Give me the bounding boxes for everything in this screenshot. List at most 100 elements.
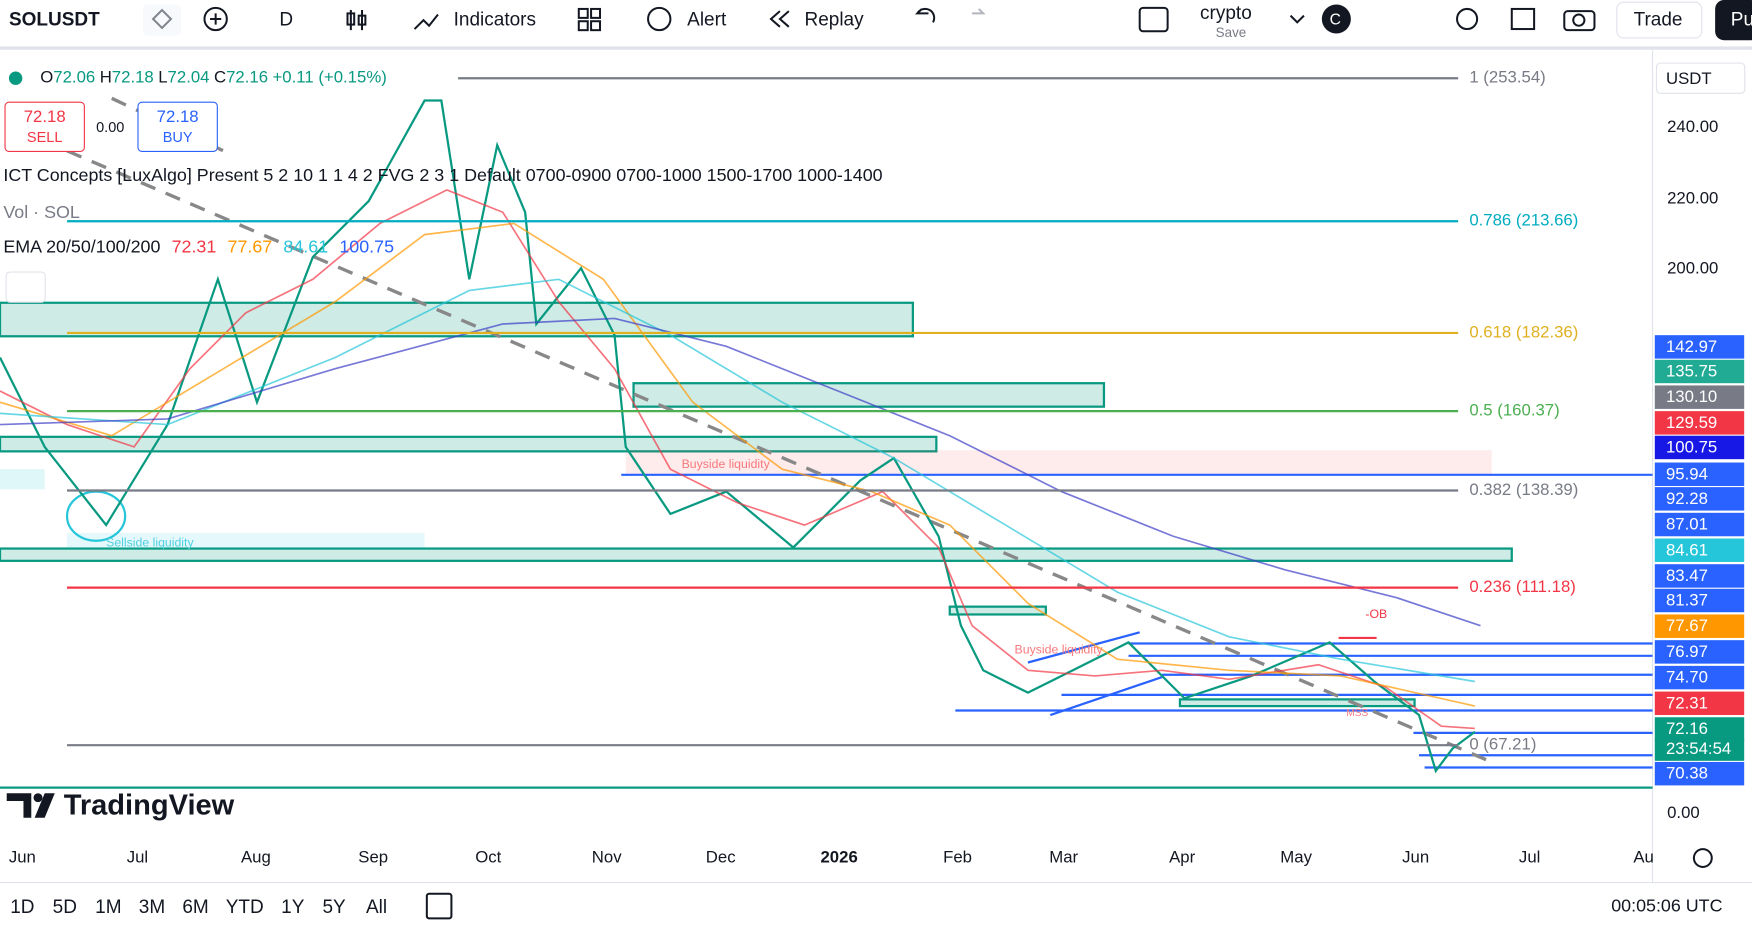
price-tag: 92.28	[1654, 487, 1745, 511]
time-tick-label: Jun	[1402, 847, 1430, 867]
range-button[interactable]: 5Y	[322, 896, 346, 918]
ohlc-key: O	[40, 68, 54, 88]
price-tag: 83.47	[1654, 564, 1745, 588]
annotation: Sellside liquidity	[106, 536, 194, 550]
price-tag: 142.97	[1654, 335, 1745, 359]
time-tick-label: Aug	[240, 847, 271, 867]
price-tag: 135.75	[1654, 359, 1745, 384]
fib-label: 1 (253.54)	[1469, 68, 1546, 88]
price-tick-label: 0.00	[1667, 803, 1700, 823]
fib-label: 0.618 (182.36)	[1469, 322, 1579, 342]
buy-button-price: 72.18	[156, 107, 199, 127]
ema-value: 100.75	[339, 237, 395, 257]
price-tag: 129.59	[1654, 411, 1745, 435]
currency-select[interactable]: USDT	[1655, 62, 1746, 94]
ohlc-value: 72.06	[53, 68, 96, 88]
range-button[interactable]: 5D	[52, 896, 77, 918]
time-tick-label: Mar	[1049, 847, 1079, 867]
tv-logo	[6, 793, 55, 818]
buy-button-label: BUY	[162, 128, 193, 146]
fib-label: 0.786 (213.66)	[1469, 211, 1579, 231]
toolbar-interval[interactable]: D	[279, 8, 294, 31]
range-button[interactable]: 3M	[138, 896, 166, 918]
brand: TradingView	[63, 787, 235, 822]
ohlc-value: 72.16	[226, 68, 269, 88]
range-button[interactable]: 6M	[182, 896, 209, 918]
fib-label: 0 (67.21)	[1469, 735, 1537, 755]
time-tick-label: Sep	[358, 847, 389, 867]
buy-button[interactable]: 72.18 BUY	[137, 101, 218, 152]
range-button[interactable]: 1D	[10, 896, 35, 918]
range-button[interactable]: 1Y	[281, 896, 305, 918]
range-button[interactable]: All	[365, 896, 388, 918]
sell-button-label: SELL	[26, 128, 63, 146]
countdown: 23:54:54	[1654, 738, 1745, 761]
time-tick-label: Oct	[475, 847, 502, 867]
ohlc-key: C	[213, 68, 227, 88]
time-tick-label: Au	[1633, 847, 1654, 867]
sell-button[interactable]: 72.18 SELL	[4, 101, 85, 152]
avatar-bg	[1321, 4, 1351, 34]
range-button[interactable]: 1M	[95, 896, 122, 918]
price-tag: 72.31	[1654, 691, 1745, 716]
ohlc-row: O72.06 H72.18 L72.04 C72.16 +0.11 (+0.15%)	[40, 68, 387, 87]
price-tag: 95.94	[1654, 462, 1745, 486]
ema-line	[0, 317, 1481, 627]
time-tick-label: 2026	[820, 847, 858, 867]
ict-legend: ICT Concepts [LuxAlgo] Present 5 2 10 1 …	[3, 166, 883, 186]
ema-line	[0, 278, 1476, 683]
fib-label: 0.382 (138.39)	[1469, 480, 1579, 500]
save-hint: Save	[1215, 24, 1247, 41]
ema-line	[0, 189, 1475, 730]
collapse-btn[interactable]	[5, 271, 46, 303]
order-blocks	[0, 301, 1513, 708]
ohlc-change: +0.11 (+0.15%)	[272, 68, 387, 88]
toolbar-trade[interactable]: Trade	[1633, 8, 1683, 31]
toolbar-indicators[interactable]: Indicators	[453, 8, 536, 31]
ohlc-value: 72.04	[167, 68, 210, 88]
toolbar-symbol[interactable]: SOLUSDT	[8, 8, 100, 31]
toolbar-replay[interactable]: Replay	[804, 8, 864, 31]
fvg-zone	[0, 469, 45, 490]
fvg-zone	[67, 532, 425, 549]
range-button[interactable]: YTD	[225, 896, 264, 918]
price-tag: 130.10	[1654, 385, 1745, 409]
price-tag: 100.75	[1654, 435, 1745, 460]
spread: 0.00	[96, 118, 125, 136]
time-tick-label: Feb	[943, 847, 973, 867]
avatar[interactable]: C	[1329, 10, 1341, 28]
price-tick-label: 240.00	[1667, 117, 1719, 137]
price-tag: 81.37	[1654, 588, 1745, 613]
toolbar-alert[interactable]: Alert	[687, 8, 727, 31]
ema-value: 84.61	[283, 237, 329, 257]
time-tick-label: Nov	[591, 847, 622, 867]
price-tag: 77.67	[1654, 614, 1745, 638]
time-tick-label: Dec	[705, 847, 736, 867]
ema-legend: EMA 20/50/100/200 72.31 77.67 84.61 100.75	[3, 238, 405, 258]
ema-value: 77.67	[227, 237, 273, 257]
annotation: Buyside liquidity	[1014, 643, 1103, 657]
layout-name[interactable]: crypto	[1200, 2, 1252, 24]
price-tag: 74.70	[1654, 665, 1745, 690]
ohlc-key: L	[158, 68, 168, 88]
toolbar-icons	[151, 6, 1713, 920]
trade-btn-bg	[1616, 1, 1703, 39]
status-dot	[8, 71, 23, 85]
toolbar-bg	[0, 0, 1752, 45]
sell-button-price: 72.18	[23, 107, 66, 127]
clock: 00:05:06 UTC	[1611, 897, 1723, 917]
price-tick-label: 220.00	[1667, 188, 1719, 208]
ema-value: 72.31	[171, 237, 217, 257]
time-tick-label: Apr	[1169, 847, 1196, 867]
annotation: -OB	[1365, 607, 1388, 622]
fvg-zone	[625, 450, 1492, 475]
toolbar-publish[interactable]: Pu	[1730, 8, 1752, 31]
price-tick-label: 200.00	[1667, 259, 1719, 279]
price-tag: 72.16	[1654, 717, 1745, 741]
ema-name: EMA 20/50/100/200	[3, 237, 161, 257]
vol-legend: Vol · SOL	[3, 203, 80, 223]
annotation: MSS	[1346, 707, 1369, 719]
fav-bg	[143, 4, 182, 36]
